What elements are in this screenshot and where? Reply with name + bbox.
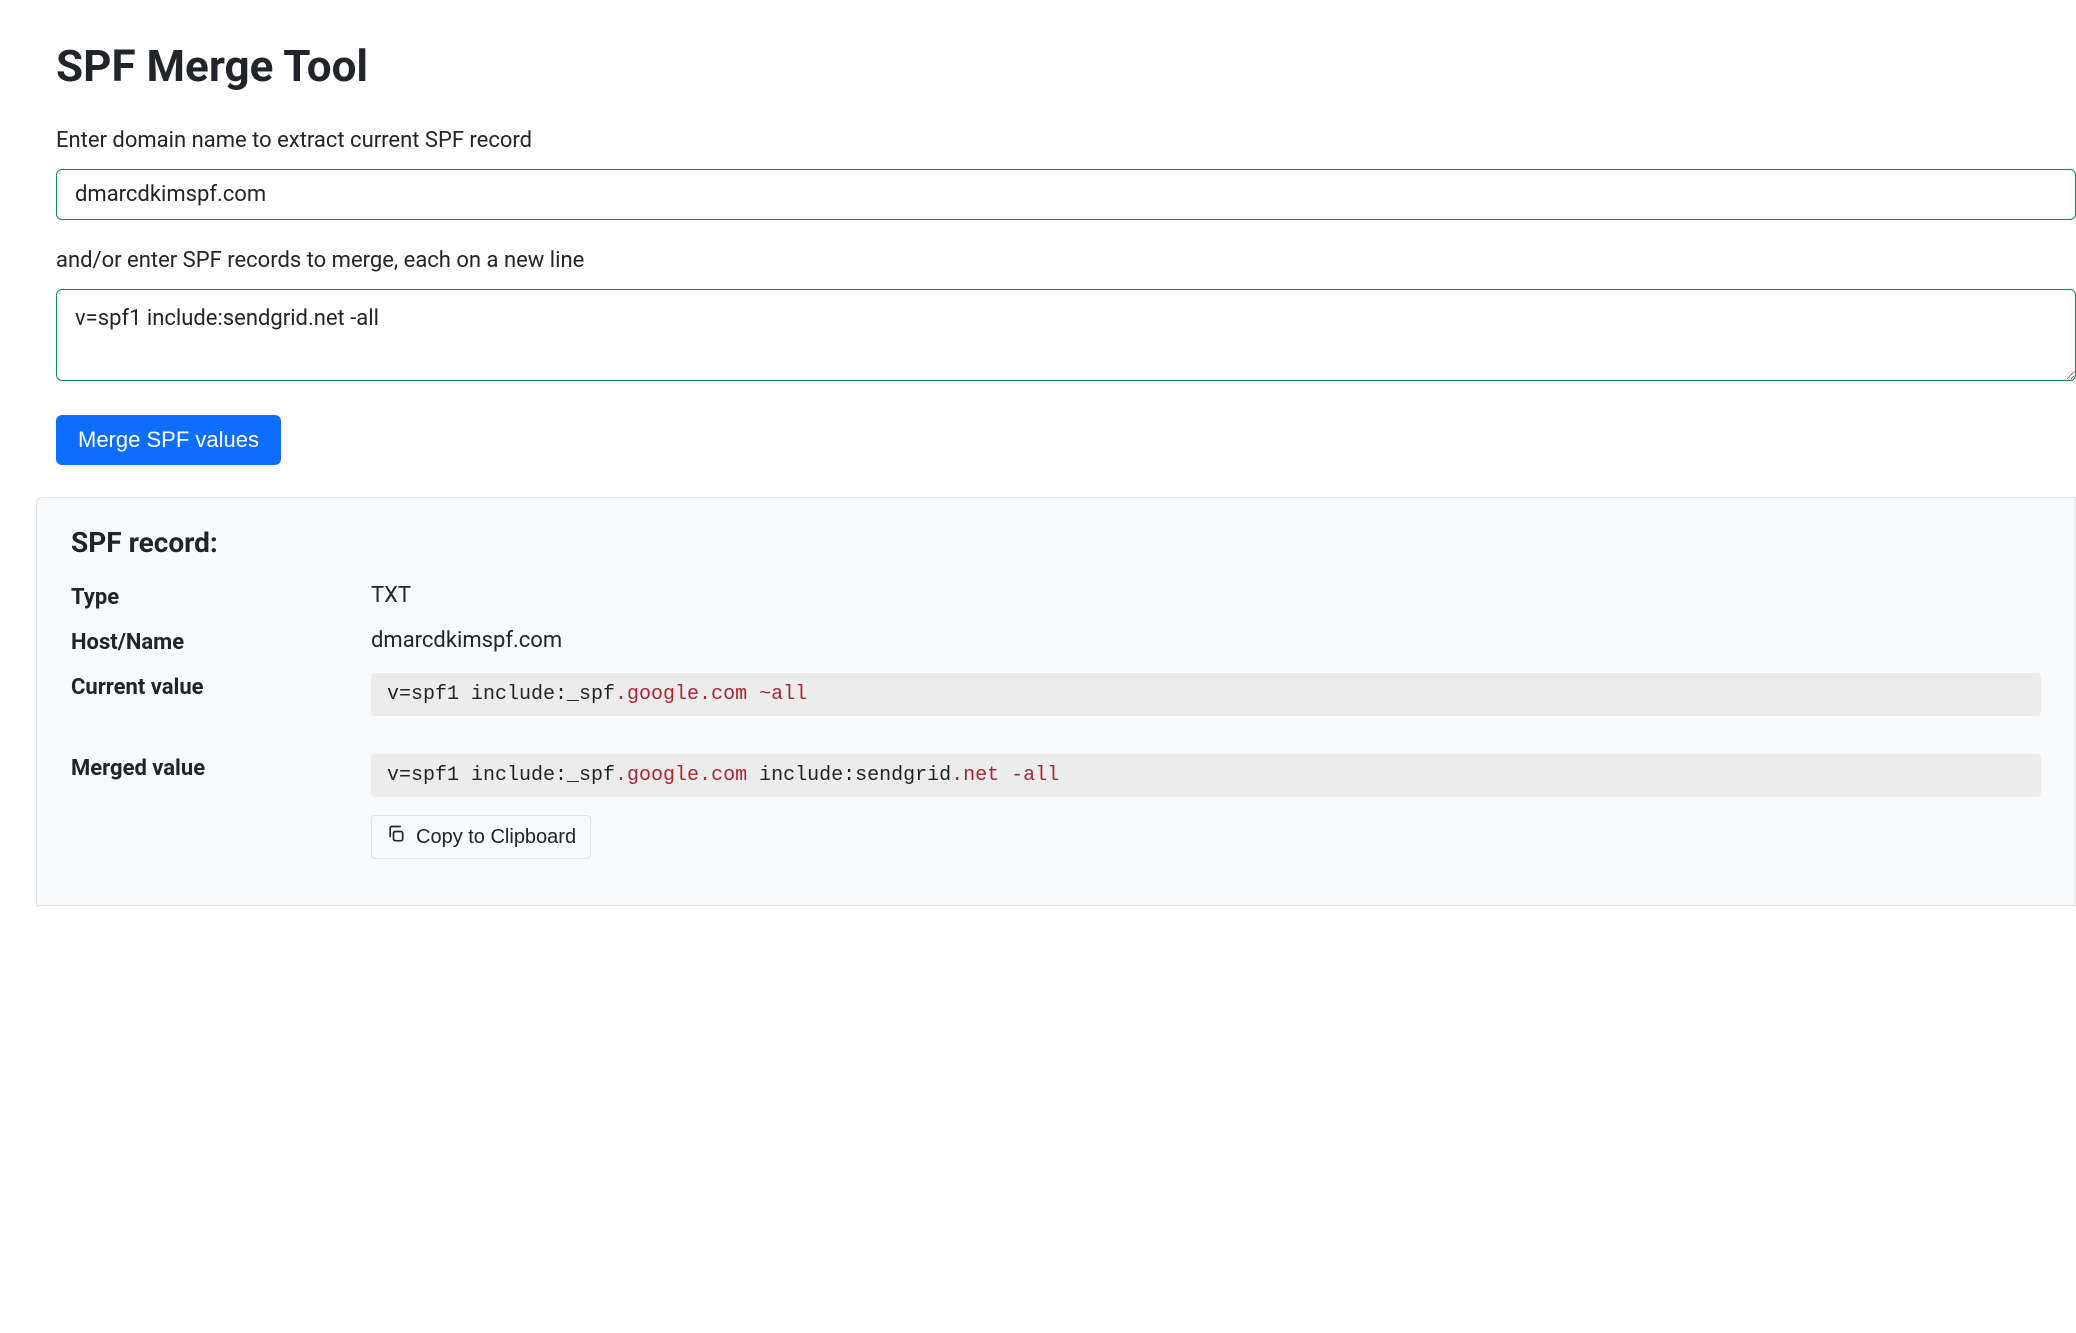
page-title: SPF Merge Tool [56,40,2076,92]
merge-button[interactable]: Merge SPF values [56,415,281,465]
current-value-label: Current value [71,673,371,700]
copy-to-clipboard-button[interactable]: Copy to Clipboard [371,815,591,859]
copy-icon [386,824,406,850]
records-textarea[interactable] [56,289,2076,381]
result-card: SPF record: Type TXT Host/Name dmarcdkim… [36,497,2076,906]
merged-value-code: v=spf1 include:_spf.google.com include:s… [371,754,2041,797]
type-value: TXT [371,583,2041,608]
copy-button-label: Copy to Clipboard [416,826,576,849]
host-value: dmarcdkimspf.com [371,628,2041,653]
type-label: Type [71,583,371,610]
current-value-code: v=spf1 include:_spf.google.com ~all [371,673,2041,716]
records-textarea-label: and/or enter SPF records to merge, each … [56,248,2076,273]
host-label: Host/Name [71,628,371,655]
result-heading: SPF record: [71,526,2041,559]
domain-input-label: Enter domain name to extract current SPF… [56,128,2076,153]
merged-value-label: Merged value [71,754,371,781]
domain-input[interactable] [56,169,2076,220]
